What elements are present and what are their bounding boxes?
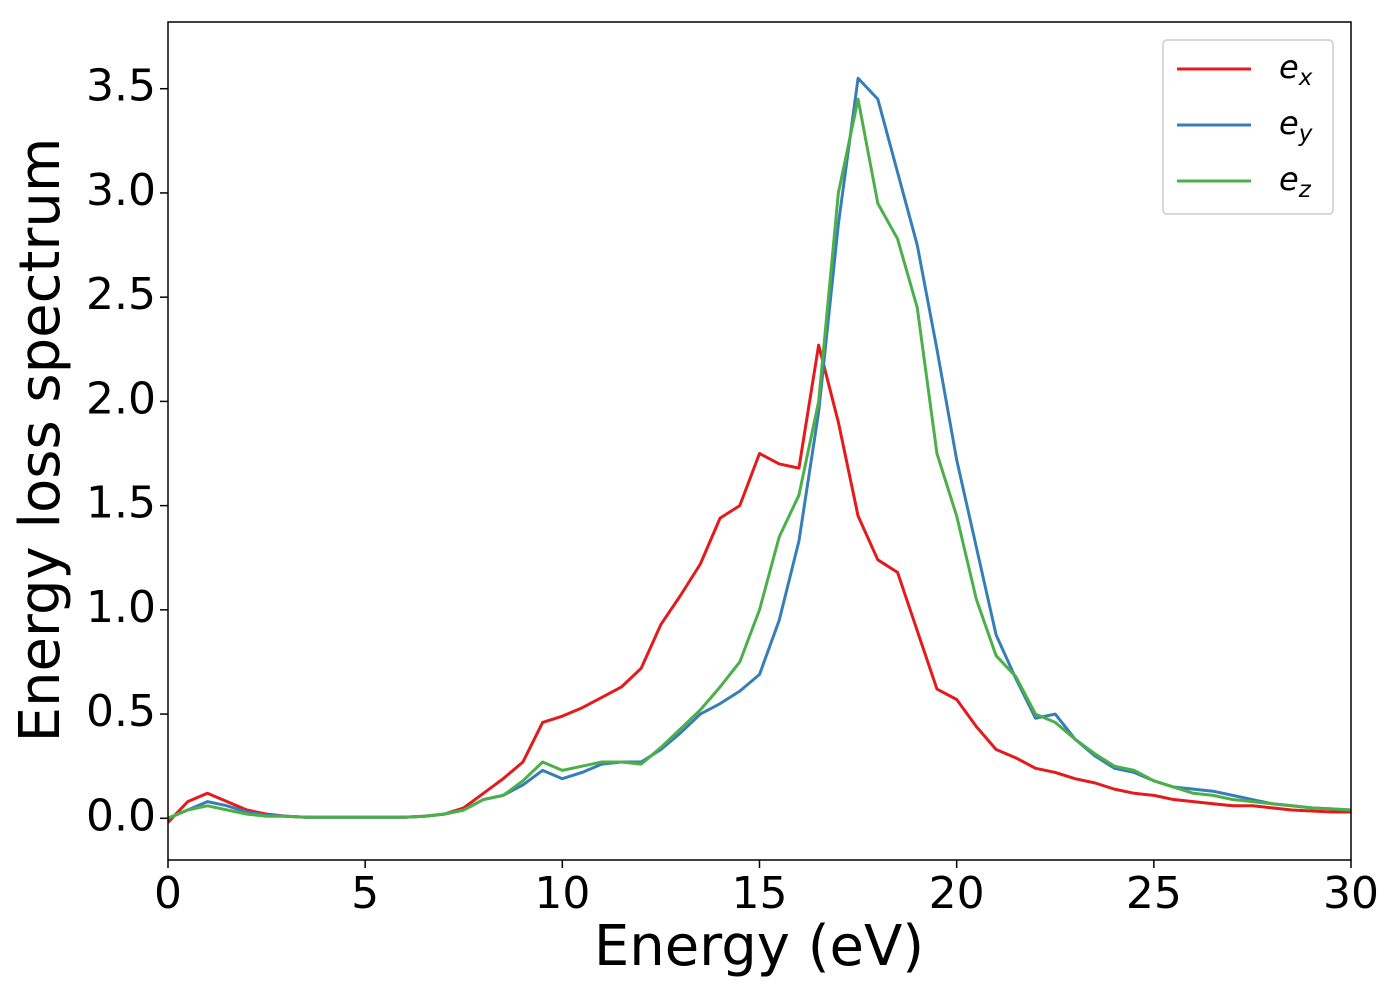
y-tick-label: 2.5 [86,269,156,320]
y-axis-label: Energy loss spectrum [8,138,73,743]
x-tick-label: 25 [1126,868,1182,919]
legend-box [1162,39,1334,215]
y-tick-label: 3.5 [86,61,156,112]
data-line [168,97,1351,820]
y-tick-label: 1.5 [86,478,156,529]
legend-label: ey [1279,104,1313,147]
x-tick-label: 10 [534,868,590,919]
y-tick-label: 3.0 [86,165,156,216]
x-tick-label: 20 [929,868,985,919]
plot-frame [167,21,1352,861]
data-line [168,343,1351,824]
x-tick-label: 15 [732,868,788,919]
x-axis-label: Energy (eV) [594,914,924,979]
x-tick-label: 30 [1323,868,1379,919]
legend-label: ez [1279,160,1312,203]
y-tick-label: 0.5 [86,686,156,737]
x-tick-label: 0 [154,868,182,919]
y-tick-label: 1.0 [86,582,156,633]
y-tick-label: 2.0 [86,373,156,424]
x-tick-label: 5 [351,868,379,919]
legend-label: ex [1279,48,1313,91]
y-tick-label: 0.0 [86,790,156,841]
